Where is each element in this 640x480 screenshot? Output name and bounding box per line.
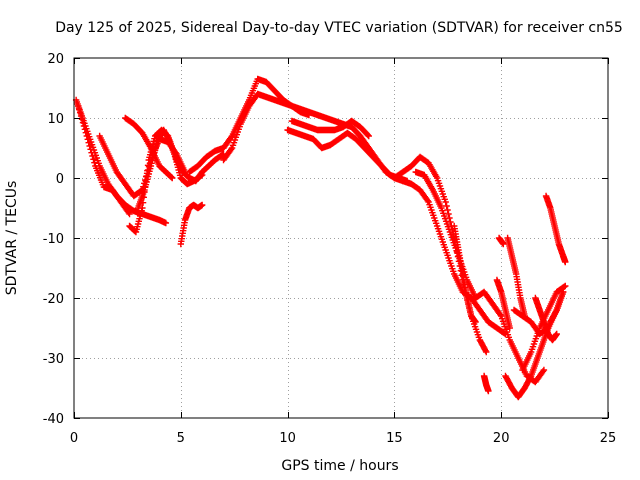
series-track-7	[177, 201, 206, 248]
data-point	[166, 137, 173, 144]
series-track-2	[75, 102, 133, 218]
data-point	[162, 219, 170, 227]
data-point	[82, 129, 90, 136]
data-point	[442, 198, 449, 206]
data-point	[497, 311, 504, 318]
data-point	[443, 202, 450, 210]
data-point	[88, 149, 95, 156]
series-track-5	[122, 114, 176, 182]
data-point	[83, 132, 91, 140]
series-track-23	[542, 192, 569, 266]
x-axis-title: GPS time / hours	[281, 458, 398, 474]
data-point	[79, 119, 87, 126]
data-point	[78, 116, 86, 123]
data-point	[506, 324, 513, 332]
y-tick-label: 0	[56, 172, 64, 187]
data-point	[365, 132, 372, 140]
series-track-14	[412, 168, 548, 386]
data-point	[364, 131, 372, 139]
data-point	[227, 146, 235, 153]
series-track-10	[284, 126, 411, 185]
data-point	[90, 156, 97, 163]
y-tick-label: -10	[43, 232, 64, 247]
data-point	[80, 122, 88, 130]
data-point	[482, 347, 489, 354]
series-track-6	[134, 126, 227, 212]
data-point	[125, 209, 132, 216]
data-point	[76, 109, 84, 116]
x-tick-label: 10	[279, 431, 296, 446]
y-tick-label: -20	[43, 292, 64, 307]
series-track-18	[495, 234, 507, 248]
data-point	[169, 174, 176, 182]
data-point	[198, 201, 206, 209]
data-point	[500, 240, 507, 248]
x-tick-label: 15	[386, 431, 403, 446]
data-point	[87, 146, 94, 153]
y-tick-label: -40	[43, 412, 64, 427]
data-point	[424, 197, 431, 204]
y-tick-label: 20	[47, 52, 64, 67]
x-tick-label: 0	[70, 431, 78, 446]
data-point	[77, 112, 85, 120]
series-track-17	[493, 276, 513, 332]
series-track-24	[532, 294, 560, 344]
series-track-19	[504, 234, 528, 320]
data-point	[472, 318, 479, 326]
series-track-12	[391, 153, 490, 356]
chart-title: Day 125 of 2025, Sidereal Day-to-day VTE…	[55, 20, 623, 36]
x-tick-label: 5	[177, 431, 185, 446]
data-point	[539, 368, 547, 375]
data-point	[126, 210, 133, 218]
series-track-22	[519, 282, 569, 374]
data-point	[562, 258, 569, 266]
x-tick-label: 25	[600, 431, 617, 446]
y-axis-title: SDTVAR / TECUs	[4, 181, 20, 296]
series-track-11	[288, 117, 372, 140]
data-point	[91, 159, 98, 166]
data-point	[483, 348, 490, 356]
y-tick-label: 10	[47, 112, 64, 127]
data-point	[540, 366, 548, 374]
data-point	[75, 102, 82, 110]
data-point	[85, 139, 92, 146]
data-point	[84, 136, 91, 143]
ticks	[74, 58, 609, 419]
series-track-16	[480, 372, 492, 395]
x-tick-label: 20	[493, 431, 510, 446]
data-point	[485, 387, 492, 395]
tick-labels: 0 5 10 15 20 25 -40 -30 -20 -10 0 10 20	[43, 52, 617, 446]
data-point	[86, 142, 93, 150]
data-point	[562, 282, 569, 290]
data-point	[527, 374, 534, 381]
data-point	[553, 330, 560, 338]
data-point	[76, 106, 83, 113]
y-tick-label: -30	[43, 352, 64, 367]
series-track-15	[451, 222, 479, 326]
data-series	[72, 75, 569, 401]
data-point	[81, 126, 89, 133]
data-point	[89, 152, 96, 160]
